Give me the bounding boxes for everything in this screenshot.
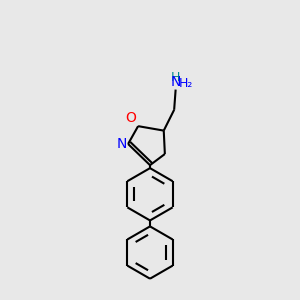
- Text: N: N: [170, 75, 181, 89]
- Text: O: O: [126, 111, 136, 125]
- Text: H: H: [171, 71, 180, 84]
- Text: H₂: H₂: [179, 77, 194, 90]
- Text: N: N: [116, 137, 127, 151]
